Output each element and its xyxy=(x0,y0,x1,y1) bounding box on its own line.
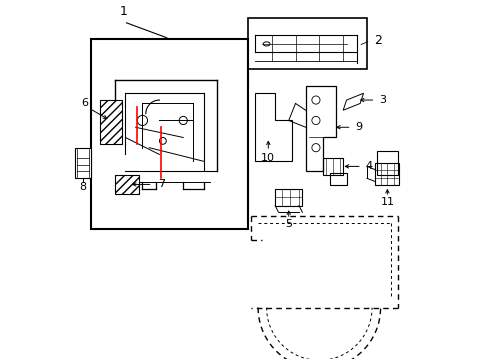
Bar xyxy=(115,175,139,194)
Text: 10: 10 xyxy=(261,153,275,163)
Bar xyxy=(375,163,399,185)
Text: 3: 3 xyxy=(378,95,385,105)
Bar xyxy=(275,189,302,206)
Text: 5: 5 xyxy=(285,219,292,229)
Bar xyxy=(91,39,247,229)
Bar xyxy=(376,151,397,175)
Text: 7: 7 xyxy=(158,179,164,189)
Text: 6: 6 xyxy=(81,98,88,108)
Bar xyxy=(75,148,91,178)
Bar xyxy=(322,158,343,175)
Text: 8: 8 xyxy=(80,182,87,192)
Bar xyxy=(329,173,346,185)
Text: 1: 1 xyxy=(120,5,127,18)
Bar xyxy=(100,100,122,144)
Text: 11: 11 xyxy=(380,197,394,207)
Text: 4: 4 xyxy=(365,161,372,171)
Text: 2: 2 xyxy=(373,34,381,47)
Text: 9: 9 xyxy=(354,122,362,132)
Bar xyxy=(247,18,366,69)
